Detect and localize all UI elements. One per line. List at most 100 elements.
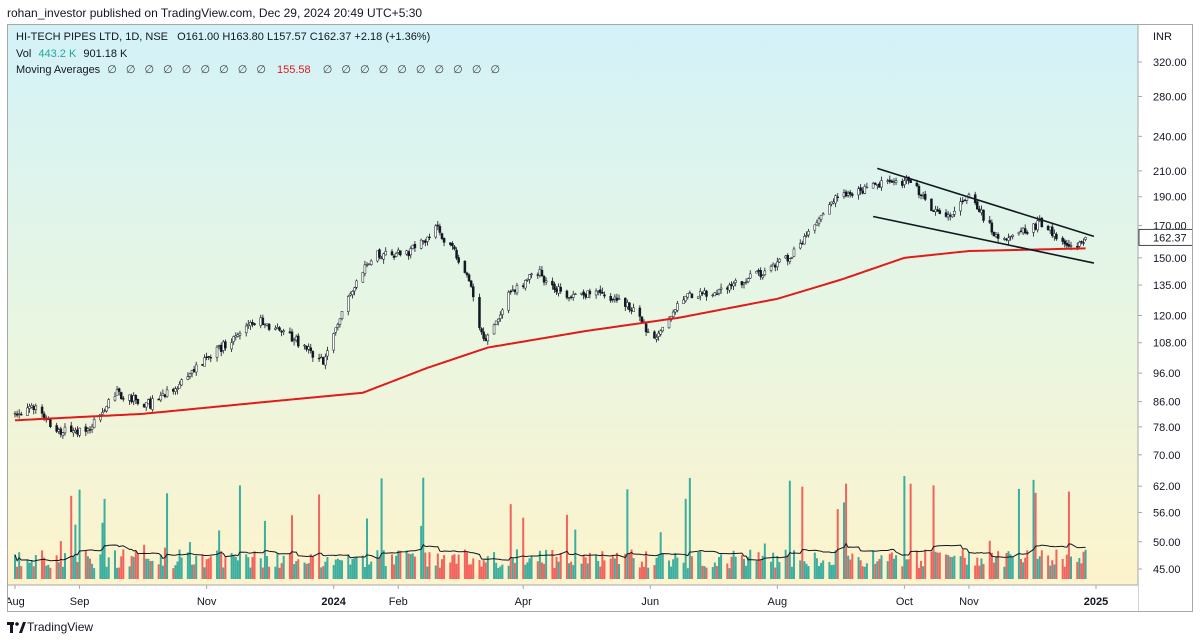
time-axis-panel[interactable] <box>8 585 1138 612</box>
volume-bar <box>609 558 612 579</box>
candle <box>290 331 294 342</box>
volume-bar <box>209 556 212 579</box>
candle <box>90 426 94 430</box>
candle <box>638 307 642 317</box>
chart-pane[interactable]: INR 320.00 280.00 240.00 210.00 190.00 170.00 1… <box>7 24 1193 612</box>
candle <box>378 249 381 258</box>
trendline-lower[interactable] <box>872 215 1095 264</box>
volume-bar <box>259 558 262 579</box>
symbol-title[interactable]: HI-TECH PIPES LTD, 1D, NSE <box>16 31 168 43</box>
candle <box>846 193 850 196</box>
candle <box>305 345 308 350</box>
volume-bar <box>876 561 879 579</box>
candle <box>192 369 196 373</box>
volume-bar <box>1080 563 1083 579</box>
volume-bar <box>659 532 662 579</box>
volume-bar <box>1011 556 1014 579</box>
candle <box>659 330 662 335</box>
candle <box>428 236 431 239</box>
volume-bar <box>1003 566 1006 579</box>
candle <box>761 275 764 278</box>
candle <box>936 209 939 212</box>
price-tick-label: 78.00 <box>1153 422 1181 434</box>
volume-bar <box>34 555 37 579</box>
volume-bar <box>1047 555 1050 579</box>
price-tick-label: 96.00 <box>1153 368 1181 380</box>
price-axis-panel[interactable] <box>1138 25 1193 612</box>
volume-bar <box>426 566 429 579</box>
volume-bar <box>857 557 860 579</box>
candle <box>332 333 335 351</box>
volume-bar <box>205 559 208 579</box>
volume-bar <box>726 563 729 579</box>
tradingview-brand[interactable]: TradingView <box>27 620 94 634</box>
volume-bar <box>776 556 779 579</box>
candle <box>996 234 1000 239</box>
candle <box>923 193 927 200</box>
ma-label[interactable]: Moving Averages <box>16 64 101 76</box>
candle <box>113 396 117 401</box>
volume-bar <box>20 566 23 579</box>
volume-bar <box>757 552 760 579</box>
volume-bar <box>440 559 443 579</box>
volume-bar <box>615 552 618 579</box>
time-tick-label: Aug <box>768 596 788 608</box>
candle <box>276 327 279 329</box>
candle <box>336 324 340 328</box>
trendline-upper[interactable] <box>877 167 1095 238</box>
candle <box>176 388 179 390</box>
volume-bars <box>14 476 1087 579</box>
volume-bar <box>951 557 954 579</box>
candle <box>978 208 981 213</box>
volume-bar <box>470 564 473 579</box>
volume-bar <box>540 562 543 579</box>
candle <box>744 281 748 284</box>
candle <box>1046 225 1050 231</box>
candle <box>701 292 704 295</box>
candle <box>1003 238 1006 240</box>
volume-bar <box>699 551 702 579</box>
candle <box>1080 241 1083 243</box>
candle <box>544 280 548 283</box>
candle <box>632 307 635 312</box>
candle <box>319 356 323 359</box>
candle <box>686 293 690 298</box>
volume-bar <box>742 558 745 579</box>
volume-bar <box>640 561 643 579</box>
candle <box>615 297 619 301</box>
volume-bar <box>538 550 541 579</box>
volume-bar <box>113 550 116 579</box>
volume-bar <box>555 556 558 579</box>
candle <box>759 270 762 277</box>
volume-bar <box>399 550 402 579</box>
candle <box>434 225 437 238</box>
volume-bar <box>786 554 789 579</box>
volume-bar <box>18 552 21 579</box>
candle <box>1069 245 1073 247</box>
volume-bar <box>874 563 877 579</box>
price-chart[interactable]: INR320.00280.00240.00210.00190.00170.001… <box>8 25 1193 612</box>
candle <box>396 249 400 253</box>
candle <box>501 309 504 315</box>
candle <box>205 356 208 358</box>
candle <box>15 413 19 416</box>
candle <box>921 194 925 197</box>
candle <box>828 204 831 215</box>
volume-bar <box>1051 560 1054 579</box>
volume-label[interactable]: Vol <box>16 47 32 60</box>
candle <box>390 251 394 256</box>
candle <box>813 224 817 231</box>
candle <box>557 286 560 294</box>
volume-bar <box>676 557 679 579</box>
volume-bar <box>366 518 369 579</box>
volume-bar <box>1036 558 1039 579</box>
candle <box>130 395 133 403</box>
candle <box>486 334 490 342</box>
volume-bar <box>84 550 87 579</box>
volume-bar <box>815 558 818 579</box>
candle <box>609 296 612 301</box>
candle <box>524 280 527 289</box>
tradingview-logo-icon[interactable] <box>7 620 26 634</box>
volume-bar <box>486 556 489 579</box>
volume-bar <box>176 561 179 579</box>
